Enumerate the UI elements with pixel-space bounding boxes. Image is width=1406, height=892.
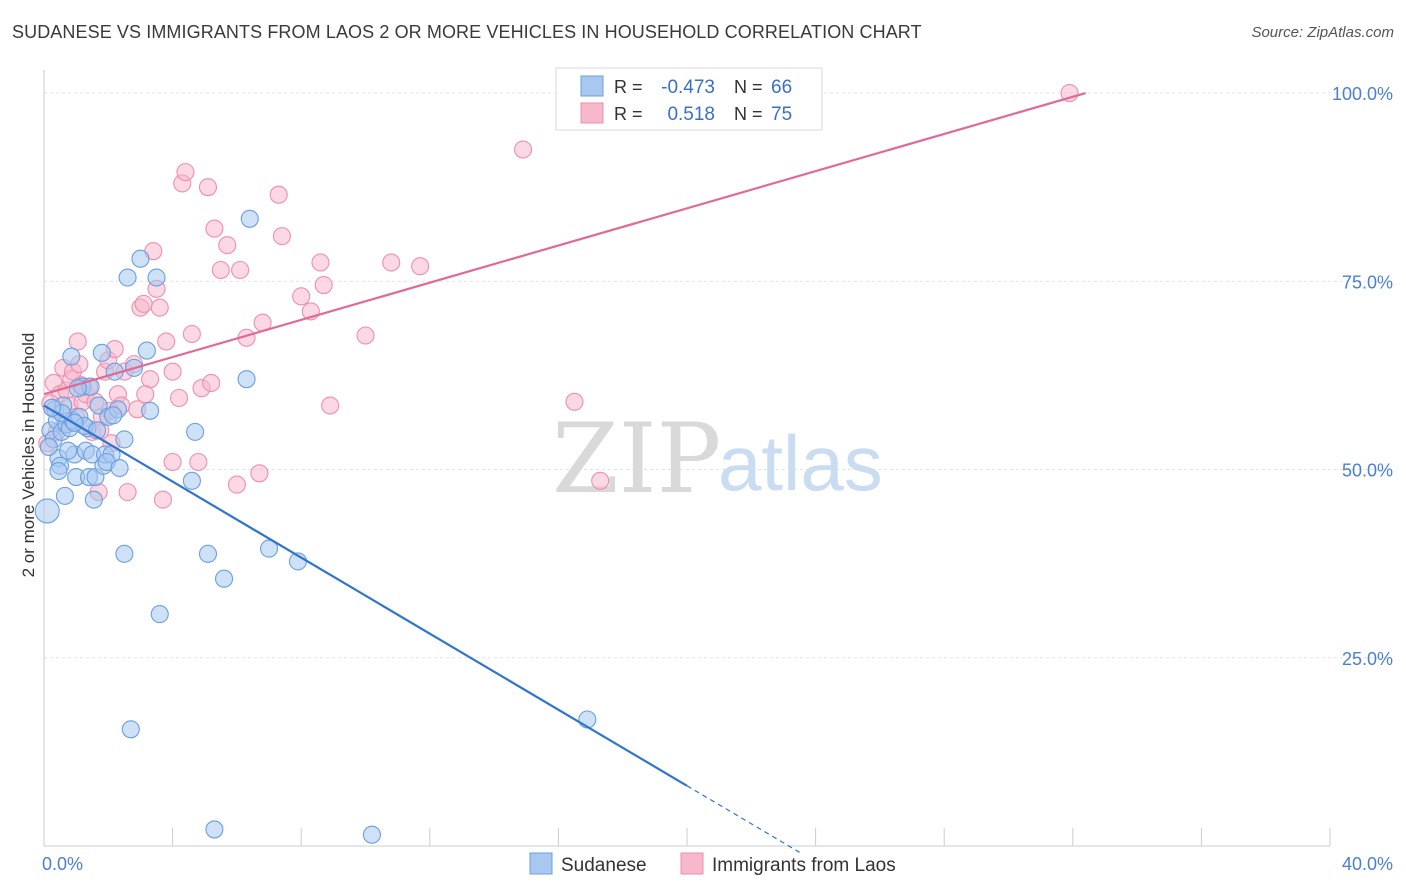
legend-n-value-1: 66 — [771, 77, 792, 98]
bottom-legend-swatch-sudanese — [529, 852, 553, 875]
point-sudanese-12 — [62, 347, 81, 366]
point-sudanese-44 — [198, 544, 218, 563]
point-sudanese-9 — [55, 486, 74, 505]
y-tick-label-75: 75.0% — [1342, 272, 1393, 292]
point-sudanese-46 — [214, 569, 234, 588]
y-axis-title: 2 or more Vehicles in Household — [19, 333, 38, 578]
y-tick-label-25: 25.0% — [1342, 649, 1393, 669]
point-laos-33 — [150, 298, 169, 317]
bottom-legend-sudanese: Sudanese — [561, 855, 647, 876]
zipatlas-watermark: ZIP atlas — [552, 403, 883, 515]
point-laos-54 — [269, 185, 288, 204]
legend-r-label-2: R = — [614, 104, 643, 124]
chart-title: SUDANESE VS IMMIGRANTS FROM LAOS 2 OR MO… — [12, 22, 922, 42]
point-laos-48 — [218, 236, 237, 255]
point-laos-41 — [182, 324, 201, 344]
point-sudanese-51 — [362, 825, 381, 844]
point-sudanese-40 — [147, 268, 166, 287]
trendline-laos — [43, 92, 1086, 396]
point-sudanese-0 — [34, 498, 60, 524]
point-sudanese-42 — [186, 422, 205, 441]
series-legend: Sudanese Immigrants from Laos — [529, 852, 896, 876]
point-sudanese-33 — [115, 544, 134, 563]
x-tick-label-max: 40.0% — [1342, 854, 1393, 874]
bottom-legend-swatch-laos — [680, 852, 704, 875]
point-laos-44 — [198, 178, 218, 197]
point-laos-59 — [314, 276, 333, 295]
point-laos-61 — [356, 326, 375, 345]
point-laos-38 — [169, 388, 189, 408]
point-laos-37 — [163, 452, 182, 472]
y-tick-label-100: 100.0% — [1332, 84, 1393, 104]
point-laos-66 — [591, 471, 610, 490]
watermark-atlas: atlas — [718, 419, 883, 507]
point-sudanese-25 — [92, 343, 111, 362]
point-laos-26 — [118, 483, 137, 502]
point-sudanese-47 — [237, 370, 256, 389]
point-laos-35 — [153, 490, 173, 509]
trendline-sudanese-extension — [686, 785, 800, 853]
point-laos-30 — [141, 370, 160, 389]
point-laos-42 — [189, 452, 208, 472]
point-laos-56 — [292, 287, 311, 306]
point-laos-34 — [157, 332, 176, 351]
point-sudanese-35 — [121, 720, 140, 739]
point-laos-47 — [211, 260, 230, 280]
legend-n-label-1: N = — [734, 77, 763, 97]
point-sudanese-54 — [59, 441, 78, 460]
point-sudanese-57 — [104, 406, 123, 425]
point-sudanese-52 — [578, 710, 597, 729]
x-tick-label-min: 0.0% — [42, 854, 83, 874]
bottom-legend-laos: Immigrants from Laos — [712, 855, 896, 876]
legend-swatch-sudanese — [580, 75, 604, 97]
trend-layer — [43, 92, 1086, 853]
legend-n-value-2: 75 — [771, 104, 792, 125]
point-laos-40 — [176, 163, 195, 182]
source-credit: Source: ZipAtlas.com — [1251, 24, 1394, 41]
point-sudanese-34 — [118, 268, 137, 287]
point-laos-65 — [565, 392, 584, 411]
point-laos-55 — [272, 227, 291, 246]
point-laos-50 — [231, 260, 250, 280]
point-sudanese-37 — [131, 249, 150, 268]
legend-swatch-laos — [580, 102, 604, 124]
point-sudanese-48 — [240, 209, 259, 228]
point-sudanese-32 — [115, 430, 134, 449]
point-laos-10 — [68, 332, 87, 351]
watermark-zip: ZIP — [552, 403, 721, 515]
point-sudanese-65 — [49, 461, 68, 481]
point-sudanese-39 — [141, 401, 160, 420]
correlation-legend: R = -0.473 N = 66 R = 0.518 N = 75 — [555, 67, 823, 131]
y-tick-label-50: 50.0% — [1342, 461, 1393, 481]
point-sudanese-49 — [259, 539, 279, 558]
point-sudanese-43 — [182, 471, 201, 490]
point-laos-74 — [136, 385, 155, 404]
point-laos-58 — [311, 253, 330, 272]
point-laos-29 — [134, 294, 153, 313]
point-laos-36 — [163, 362, 182, 381]
point-sudanese-38 — [137, 341, 156, 360]
point-laos-60 — [321, 396, 340, 415]
point-laos-63 — [411, 257, 430, 276]
point-sudanese-22 — [84, 490, 103, 509]
point-laos-52 — [250, 464, 269, 483]
legend-r-value-2: 0.518 — [667, 104, 715, 125]
point-sudanese-64 — [110, 458, 129, 478]
legend-n-label-2: N = — [734, 104, 763, 124]
point-laos-64 — [513, 140, 533, 159]
legend-r-label-1: R = — [614, 77, 643, 97]
ticks-layer: 25.0% 50.0% 75.0% 100.0% 0.0% 40.0% — [42, 84, 1393, 874]
trendline-sudanese — [43, 404, 688, 787]
point-laos-45 — [202, 373, 221, 392]
legend-r-value-1: -0.473 — [661, 77, 715, 98]
point-sudanese-61 — [39, 437, 58, 456]
point-laos-49 — [227, 475, 246, 494]
point-sudanese-41 — [150, 605, 169, 624]
point-laos-46 — [205, 219, 224, 238]
point-sudanese-45 — [205, 820, 224, 839]
point-laos-62 — [382, 253, 401, 272]
